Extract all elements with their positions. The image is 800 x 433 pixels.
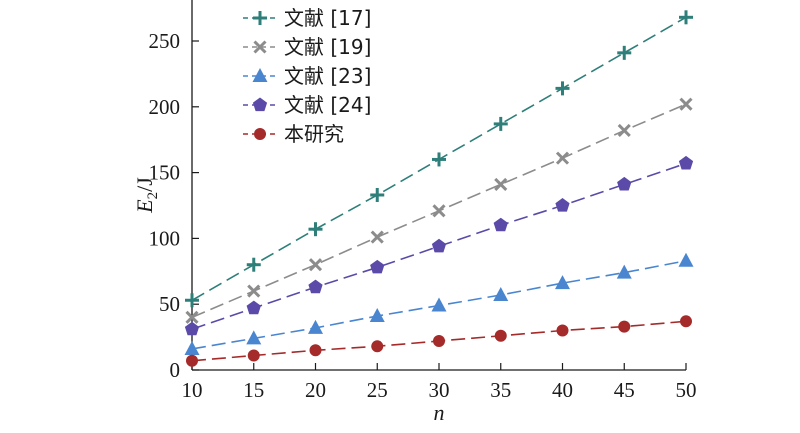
data-point bbox=[617, 45, 632, 60]
x-tick-label: 20 bbox=[305, 378, 326, 402]
x-tick-label: 35 bbox=[490, 378, 511, 402]
data-point bbox=[370, 230, 384, 244]
data-point bbox=[618, 320, 631, 333]
data-point bbox=[308, 319, 323, 334]
data-point bbox=[186, 354, 198, 367]
data-point bbox=[616, 264, 632, 279]
data-point bbox=[185, 310, 199, 324]
x-marker-b bbox=[555, 151, 570, 165]
x-axis-title: n bbox=[434, 400, 445, 425]
x-tick-label: 25 bbox=[367, 378, 388, 402]
y-axis-title-main: E bbox=[132, 199, 157, 214]
x-marker-b bbox=[370, 230, 384, 244]
data-point bbox=[556, 324, 569, 337]
data-point bbox=[185, 293, 199, 308]
data-point bbox=[370, 259, 385, 274]
legend-marker bbox=[252, 68, 268, 82]
series-4 bbox=[184, 155, 694, 336]
x-tick-label: 45 bbox=[614, 378, 635, 402]
y-tick-label: 200 bbox=[149, 95, 181, 119]
y-axis-title-unit: /J bbox=[132, 177, 157, 192]
x-marker-b bbox=[432, 204, 446, 218]
legend-entry-3: 文献 [23] bbox=[243, 64, 371, 88]
data-point bbox=[308, 279, 323, 294]
data-point bbox=[432, 204, 446, 218]
data-point bbox=[494, 177, 508, 192]
x-marker-b bbox=[679, 97, 693, 111]
data-point bbox=[555, 275, 570, 290]
data-point bbox=[184, 340, 200, 355]
data-point bbox=[308, 222, 323, 237]
x-tick-label: 40 bbox=[552, 378, 573, 402]
data-point bbox=[680, 315, 692, 328]
y-tick-label: 50 bbox=[159, 292, 180, 316]
data-point bbox=[679, 97, 693, 111]
x-tick-label: 10 bbox=[182, 378, 203, 402]
data-point bbox=[493, 286, 509, 301]
legend: 文献 [17] 文献 [19] 文献 [23] 文献 [24] 本研究 bbox=[243, 6, 371, 146]
series-1 bbox=[185, 10, 693, 308]
data-point bbox=[678, 252, 694, 267]
x-marker-b bbox=[247, 284, 261, 298]
y-axis-title: E2/J bbox=[132, 177, 161, 214]
data-point bbox=[617, 176, 632, 191]
data-point bbox=[494, 329, 507, 342]
legend-label: 文献 [17] bbox=[284, 6, 371, 30]
data-point bbox=[309, 344, 322, 357]
data-point bbox=[493, 116, 508, 131]
legend-label: 文献 [24] bbox=[284, 93, 371, 117]
series-layer bbox=[184, 10, 694, 367]
data-point bbox=[370, 187, 385, 202]
legend-entry-1: 文献 [17] bbox=[243, 6, 371, 30]
data-point bbox=[246, 300, 261, 315]
series-3 bbox=[184, 252, 694, 355]
y-tick-label: 250 bbox=[149, 29, 181, 53]
x-marker-b bbox=[185, 310, 199, 324]
data-point bbox=[433, 335, 445, 348]
x-marker-b bbox=[494, 177, 508, 192]
y-axis-title-subscript: 2 bbox=[145, 192, 161, 200]
data-point bbox=[308, 258, 323, 272]
data-point bbox=[371, 340, 384, 353]
legend-marker bbox=[253, 40, 267, 54]
data-point bbox=[617, 123, 631, 138]
data-point bbox=[555, 198, 570, 212]
data-point bbox=[247, 284, 261, 298]
data-point bbox=[246, 257, 261, 272]
x-marker-b bbox=[253, 40, 267, 54]
data-point bbox=[555, 81, 570, 96]
series-2 bbox=[185, 97, 693, 324]
x-tick-label: 50 bbox=[676, 378, 697, 402]
data-point bbox=[555, 151, 570, 165]
axes: 10 15 20 25 30 35 40 45 50 0 50 100 150 200 250 bbox=[149, 0, 697, 402]
data-point bbox=[246, 330, 262, 345]
data-point bbox=[493, 217, 508, 232]
data-point bbox=[431, 297, 447, 312]
y-tick-label: 150 bbox=[149, 161, 181, 185]
x-marker-b bbox=[617, 123, 631, 138]
data-point bbox=[184, 321, 200, 336]
legend-label: 文献 [23] bbox=[284, 64, 371, 88]
x-marker-b bbox=[308, 258, 323, 272]
x-tick-label: 30 bbox=[429, 378, 450, 402]
data-point bbox=[431, 238, 447, 253]
data-point bbox=[369, 308, 385, 323]
x-tick-label: 15 bbox=[243, 378, 264, 402]
data-point bbox=[247, 349, 260, 362]
legend-marker bbox=[254, 128, 266, 140]
legend-marker bbox=[252, 97, 268, 112]
data-point bbox=[679, 10, 693, 25]
legend-marker bbox=[253, 11, 267, 25]
y-tick-label: 100 bbox=[149, 226, 181, 250]
legend-label: 本研究 bbox=[284, 122, 344, 146]
data-point bbox=[678, 155, 694, 170]
y-tick-label: 0 bbox=[170, 358, 181, 382]
legend-entry-4: 文献 [24] bbox=[243, 93, 371, 117]
data-point bbox=[432, 152, 446, 167]
legend-label: 文献 [19] bbox=[284, 35, 371, 59]
legend-entry-2: 文献 [19] bbox=[243, 35, 371, 59]
legend-entry-5: 本研究 bbox=[243, 122, 344, 146]
series-5 bbox=[186, 315, 692, 367]
